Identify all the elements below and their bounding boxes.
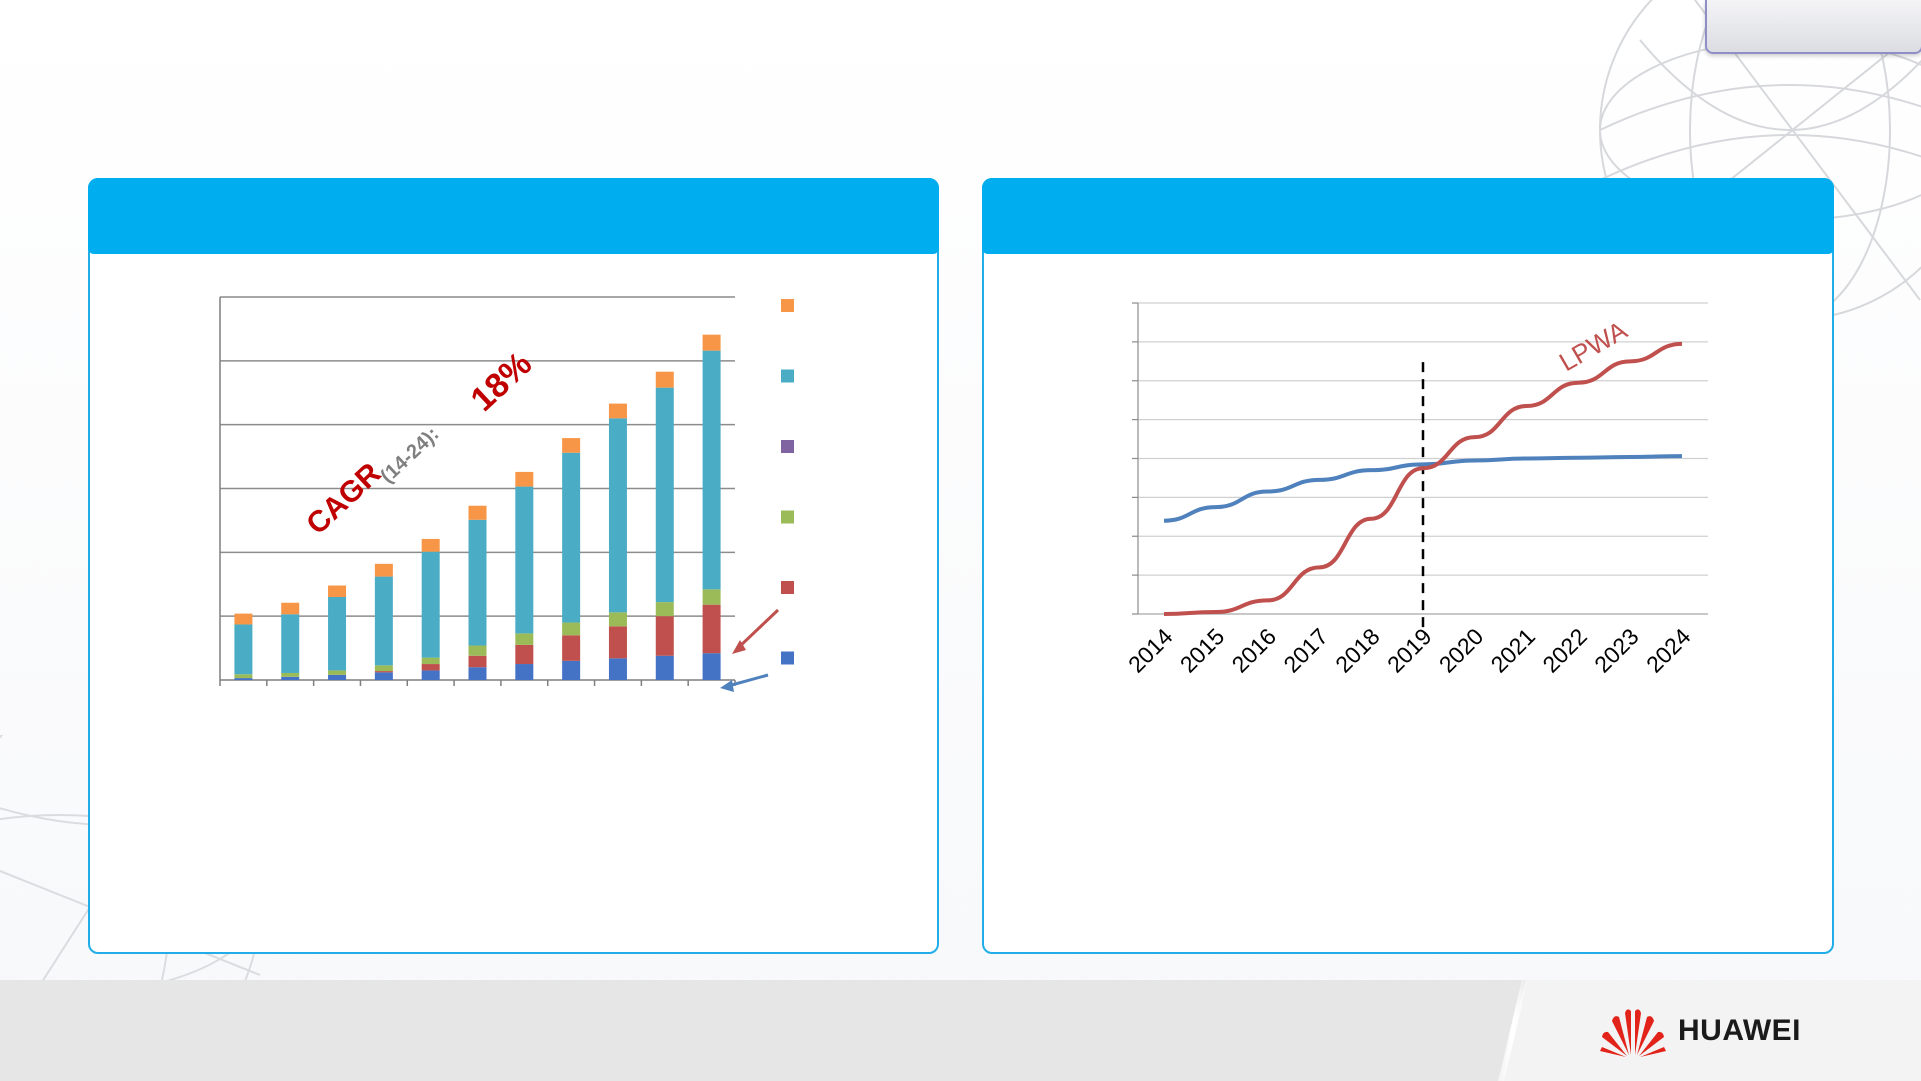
bar-segment-s5-1 [281,602,300,615]
x-tick-label-2014: 2014 [1123,623,1178,678]
bar-segment-s4-9 [655,387,674,603]
bar-segment-s2-2 [328,670,347,675]
red-arrow-head [732,640,746,654]
blue-arrow [727,673,769,688]
bar-segment-s1-5 [468,655,487,668]
bar-segment-s5-5 [468,505,487,520]
top-tab[interactable] [1705,0,1921,54]
bar-segment-s4-5 [468,519,487,646]
bar-segment-s4-10 [702,350,721,590]
brand[interactable]: HUAWEI [1600,1005,1801,1057]
bar-segment-s2-10 [702,589,721,605]
bar-segment-s0-1 [281,676,300,680]
legend-swatch-2 [781,440,794,453]
bar-segment-s0-9 [655,655,674,680]
x-tick-label-2017: 2017 [1278,623,1333,678]
legend-swatch-0 [781,299,794,312]
x-tick-label-2024: 2024 [1641,623,1696,678]
bar-segment-s4-2 [328,597,347,671]
x-tick-label-2023: 2023 [1589,623,1644,678]
legend-swatch-5 [781,651,794,665]
bar-segment-s0-2 [328,674,347,680]
right-panel [982,178,1834,954]
x-tick-label-2018: 2018 [1330,623,1385,678]
x-tick-label-2022: 2022 [1537,623,1592,678]
x-tick-label-2016: 2016 [1227,623,1282,678]
legend-swatch-4 [781,581,794,594]
bar-segment-s1-3 [374,671,393,673]
bar-segment-s5-10 [702,334,721,351]
bar-segment-s0-8 [608,658,627,680]
footer-logo-area [1498,980,1921,1081]
red-arrow [736,608,780,650]
right-panel-header [982,178,1834,254]
blue-arrow-head [720,680,734,692]
bar-segment-s2-9 [655,602,674,617]
bar-segment-s0-3 [374,672,393,680]
bar-segment-s2-7 [562,622,581,636]
bar-segment-s2-0 [234,674,253,679]
bar-segment-s1-9 [655,616,674,656]
x-tick-label-2020: 2020 [1434,623,1489,678]
bar-segment-s2-5 [468,645,487,656]
line-series-lpwa [1163,341,1683,616]
x-tick-label-2021: 2021 [1486,623,1541,678]
bar-segment-s5-9 [655,371,674,388]
bar-segment-s5-4 [421,538,440,552]
bar-segment-s0-7 [562,660,581,680]
bar-segment-s0-0 [234,678,253,680]
bar-segment-s0-6 [515,664,534,680]
bar-segment-s5-0 [234,613,253,625]
bar-segment-s4-6 [515,486,534,634]
left-panel-header [88,178,939,254]
bar-segment-s4-1 [281,614,300,673]
legend-swatch-3 [781,510,794,524]
bar-segment-s2-3 [374,665,393,672]
bar-segment-s4-3 [374,576,393,666]
huawei-logo-icon [1600,1009,1666,1057]
left-panel [88,178,939,954]
bar-segment-s5-2 [328,585,347,598]
bar-segment-s4-7 [562,452,581,623]
bar-segment-s1-6 [515,644,534,665]
bar-segment-s1-8 [608,626,627,659]
series-label-lpwa: LPWA [1554,315,1633,378]
bar-segment-s5-3 [374,563,393,577]
bar-segment-s2-1 [281,672,300,677]
bar-segment-s1-10 [702,604,721,654]
x-tick-label-2015: 2015 [1175,623,1230,678]
bar-segment-s0-10 [702,653,721,680]
bar-segment-s2-6 [515,633,534,645]
bar-segment-s1-4 [421,664,440,671]
line-series-0 [1163,454,1683,523]
x-tick-label-2019: 2019 [1382,623,1437,678]
brand-name: HUAWEI [1678,1014,1801,1047]
bar-segment-s4-0 [234,624,253,675]
bar-segment-s4-8 [608,418,627,613]
bar-segment-s0-4 [421,670,440,680]
bar-segment-s0-5 [468,667,487,680]
bar-segment-s5-7 [562,438,581,453]
bar-segment-s2-8 [608,612,627,627]
bar-segment-s4-4 [421,551,440,658]
bar-segment-s5-8 [608,403,627,419]
bar-segment-s5-6 [515,471,534,487]
bar-segment-s1-7 [562,635,581,661]
legend-swatch-1 [781,369,794,383]
bar-segment-s2-4 [421,657,440,665]
